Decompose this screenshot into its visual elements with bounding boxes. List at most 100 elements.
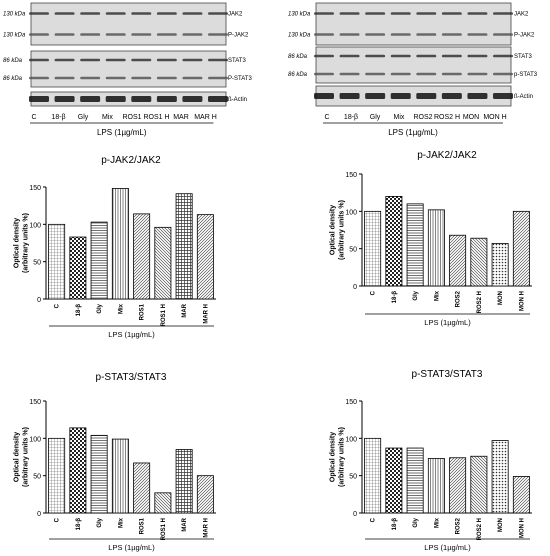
bar-c [364,437,382,514]
bar-chart-2: p-JAK2/JAK2 Optical density (arbitrary uni… [330,150,532,327]
blot-band [105,58,126,62]
bar-mar [175,449,193,514]
blot-lane-label: MON [463,114,479,121]
bar-ros2-h [470,237,488,287]
blot-membrane [315,2,512,46]
blot-band [416,93,437,99]
blot-band [208,76,228,80]
x-tick-label: C [371,290,377,295]
blot-band [54,76,75,80]
y-tick-label: 50 [33,260,41,267]
x-tick-label: MON [498,291,504,305]
blot-band [365,33,386,36]
y-tick-label: 50 [33,474,41,481]
blot-strip-label: STAT3 [228,58,246,64]
blot-kda-label: 130 kDa [3,33,26,39]
y-axis-label-line: (arbitrary units %) [339,427,346,487]
blot-band [208,96,228,102]
x-tick-label: MAR [182,517,188,531]
blot-band [29,96,49,102]
blot-band [80,12,101,15]
blot-strip-label: STAT3 [514,54,532,60]
blot-lane-label: MAR H [194,114,217,121]
blot-band [390,54,411,58]
y-axis-label-line: Optical density [330,205,337,255]
blot-band [208,12,228,15]
blot-membrane [30,50,227,88]
blot-band [467,33,488,36]
y-tick-label: 50 [349,474,357,481]
y-axis-label-line: (arbitrary units %) [23,213,30,273]
blot-lane-label: ROS2 [413,114,432,121]
blot-lane-label: C [324,114,329,121]
blot-lane-label: 18-β [344,114,358,121]
blot-band [467,54,488,58]
blot-band [314,93,334,99]
western-blots: JAK2 130 kDa P-JAK2 130 kDa STAT3 86 kDa P-STA… [3,2,538,137]
bar-ros1-h [154,492,172,514]
x-tick-label: Mix [118,517,124,528]
blot-band [467,72,488,76]
blot-band [131,58,152,62]
blot-band [493,33,513,36]
y-tick-label: 100 [345,209,357,216]
blot-band [105,12,126,15]
blot-band [131,96,152,102]
bar-18- [385,195,403,287]
blot-band [29,33,49,36]
x-tick-label: ROS1 [140,517,146,534]
bar-18- [69,427,87,514]
blot-panel-1: JAK2 130 kDa P-JAK2 130 kDa STAT3 86 kDa P-STA… [3,2,252,137]
bar-mix [111,188,129,300]
y-tick-label: 0 [353,284,357,291]
blot-band [365,93,386,99]
x-tick-label: ROS1 H [161,518,167,540]
blot-band [54,33,75,36]
blot-kda-label: 130 kDa [288,33,311,39]
blot-kda-label: 130 kDa [288,12,311,18]
blot-lane-label: Mix [102,114,113,121]
x-tick-label: ROS2 [456,290,462,307]
blot-kda-label: 86 kDa [3,58,23,64]
y-tick-label: 100 [345,436,357,443]
y-tick-label: 50 [349,247,357,254]
bar-ros2 [449,234,467,287]
blot-band [365,12,386,15]
blot-kda-label: 86 kDa [288,72,308,78]
chart-title: p-JAK2/JAK2 [101,155,161,166]
blot-band [339,93,360,99]
blot-lane-label: ROS1 [122,114,141,121]
blot-band [29,58,49,62]
bar-chart-3: p-STAT3/STAT3 Optical density (arbitrary u… [14,372,216,552]
blot-band [156,76,177,80]
y-axis-label-line: Optical density [330,432,337,482]
blot-band [314,72,334,76]
blot-band [208,33,228,36]
blot-strip-label: ß-Actin [514,94,533,100]
y-tick-label: 150 [29,185,41,192]
blot-band [441,93,462,99]
blot-treatment-label: LPS (1µg/mL) [97,128,147,137]
blot-band [80,76,101,80]
blot-band [156,96,177,102]
blot-band [365,54,386,58]
bar-c [364,210,382,287]
blot-kda-label: 86 kDa [288,54,308,60]
blot-band [493,93,513,99]
blot-band [182,33,203,36]
blot-strip-label: P-STAT3 [228,76,252,82]
blot-strip-label: JAK2 [514,12,529,18]
x-tick-label: MON H [519,518,525,538]
x-tick-label: ROS1 H [161,304,167,326]
y-tick-label: 150 [345,172,357,179]
blot-panel-2: JAK2 130 kDa P-JAK2 130 kDa STAT3 86 kDa p-STA… [288,2,538,137]
blot-band [182,58,203,62]
bar-gly [90,434,108,514]
blot-band [29,12,49,15]
blot-band [105,96,126,102]
chart-title: p-JAK2/JAK2 [417,150,477,161]
blot-lane-label: Gly [370,114,381,121]
blot-strip-label: P-JAK2 [514,33,535,39]
